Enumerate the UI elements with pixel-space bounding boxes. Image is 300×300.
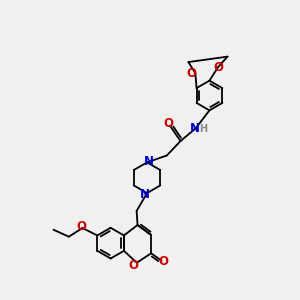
Text: N: N <box>144 154 154 168</box>
Text: O: O <box>163 117 173 130</box>
Text: O: O <box>129 259 139 272</box>
Text: O: O <box>158 256 169 268</box>
Text: N: N <box>190 122 200 135</box>
Text: O: O <box>76 220 86 232</box>
Text: O: O <box>213 61 223 74</box>
Text: H: H <box>199 124 207 134</box>
Text: O: O <box>187 67 196 80</box>
Text: N: N <box>140 188 150 201</box>
